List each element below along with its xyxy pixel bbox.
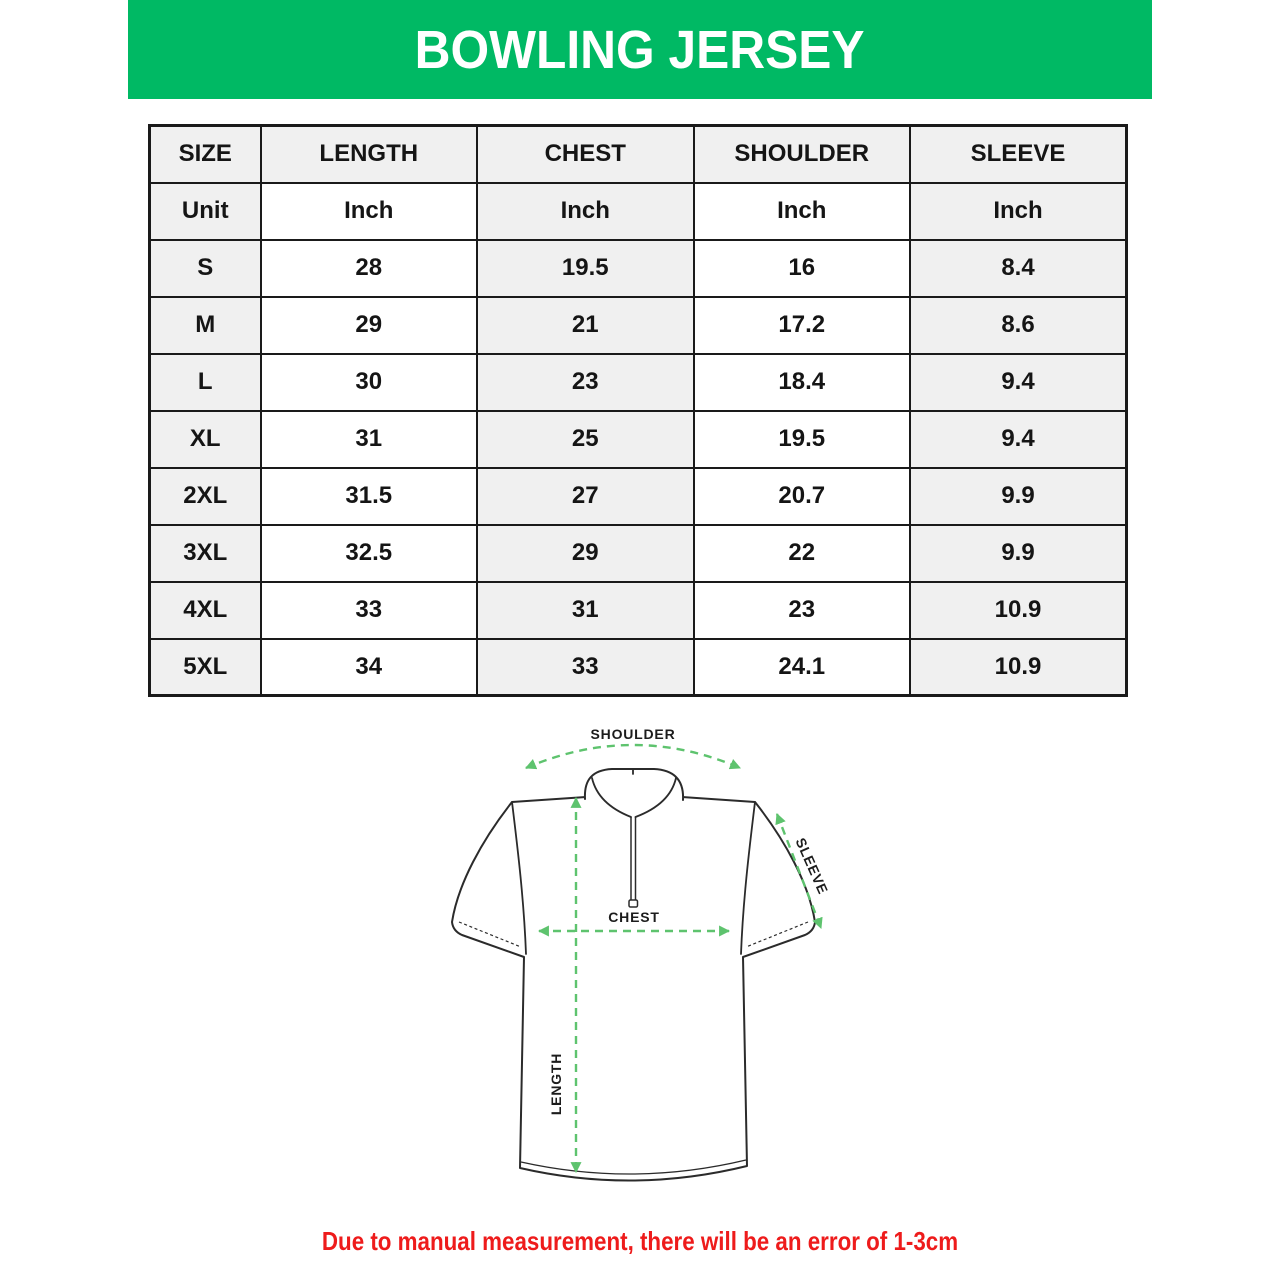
size-row-2xl: 2XL 31.5 27 20.7 9.9	[148, 466, 1128, 526]
collar-inner-left	[591, 777, 632, 818]
measurement-cell: 10.9	[909, 637, 1128, 697]
measurement-cell: 24.1	[692, 637, 911, 697]
jersey-outline	[451, 796, 816, 1182]
size-row-m: M 29 21 17.2 8.6	[148, 295, 1128, 355]
measurement-cell: 33	[476, 637, 695, 697]
unit-row: Unit Inch Inch Inch Inch	[148, 181, 1128, 241]
measurement-cell: 8.6	[909, 295, 1128, 355]
measurement-cell: 19.5	[692, 409, 911, 469]
measurement-cell: 9.4	[909, 409, 1128, 469]
measurement-cell: 19.5	[476, 238, 695, 298]
size-row-5xl: 5XL 34 33 24.1 10.9	[148, 637, 1128, 697]
unit-cell: Inch	[476, 181, 695, 241]
chest-label: CHEST	[608, 909, 659, 925]
shoulder-arrow	[524, 743, 742, 770]
size-row-s: S 28 19.5 16 8.4	[148, 238, 1128, 298]
size-label: XL	[148, 409, 262, 469]
measurement-cell: 27	[476, 466, 695, 526]
measurement-cell: 28	[259, 238, 478, 298]
column-header-length: LENGTH	[259, 124, 478, 184]
measurement-cell: 20.7	[692, 466, 911, 526]
page-title: BOWLING JERSEY	[415, 19, 865, 80]
measurement-cell: 21	[476, 295, 695, 355]
header-row: SIZE LENGTH CHEST SHOULDER SLEEVE	[148, 124, 1128, 184]
measurement-cell: 34	[259, 637, 478, 697]
left-armhole-seam	[511, 801, 527, 955]
size-row-4xl: 4XL 33 31 23 10.9	[148, 580, 1128, 640]
size-label: 5XL	[148, 637, 262, 697]
measurement-cell: 9.9	[909, 466, 1128, 526]
measurement-cell: 16	[692, 238, 911, 298]
measurement-cell: 30	[259, 352, 478, 412]
column-header-size: SIZE	[148, 124, 262, 184]
measurement-cell: 31	[476, 580, 695, 640]
size-label: 2XL	[148, 466, 262, 526]
measurement-cell: 29	[259, 295, 478, 355]
size-row-l: L 30 23 18.4 9.4	[148, 352, 1128, 412]
zipper-line	[630, 817, 637, 900]
hem-stitch	[520, 1159, 747, 1175]
jersey-measurement-diagram: SHOULDER CHEST SLEEVE LENGTH	[420, 716, 860, 1216]
measurement-cell: 23	[692, 580, 911, 640]
measurement-cell: 31	[259, 409, 478, 469]
measurement-cell: 23	[476, 352, 695, 412]
measurement-note: Due to manual measurement, there will be…	[321, 1226, 959, 1256]
sleeve-arrow	[775, 812, 823, 930]
measurement-cell: 18.4	[692, 352, 911, 412]
size-label: L	[148, 352, 262, 412]
measurement-cell: 32.5	[259, 523, 478, 583]
size-label: M	[148, 295, 262, 355]
unit-cell: Inch	[692, 181, 911, 241]
measurement-cell: 25	[476, 409, 695, 469]
measurement-cell: 10.9	[909, 580, 1128, 640]
unit-cell: Inch	[259, 181, 478, 241]
measurement-cell: 9.9	[909, 523, 1128, 583]
size-label: 3XL	[148, 523, 262, 583]
title-banner: BOWLING JERSEY	[128, 0, 1152, 99]
collar-inner-right	[634, 777, 677, 818]
measurement-cell: 29	[476, 523, 695, 583]
jersey-diagram-svg: SHOULDER CHEST SLEEVE LENGTH	[451, 726, 832, 1182]
size-chart-table: SIZE LENGTH CHEST SHOULDER SLEEVE Unit I…	[148, 124, 1128, 697]
length-label: LENGTH	[548, 1053, 564, 1115]
size-row-xl: XL 31 25 19.5 9.4	[148, 409, 1128, 469]
column-header-shoulder: SHOULDER	[692, 124, 911, 184]
zipper-pull	[628, 899, 639, 908]
measurement-cell: 17.2	[692, 295, 911, 355]
right-armhole-seam	[740, 801, 756, 955]
size-label: S	[148, 238, 262, 298]
measurement-cell: 22	[692, 523, 911, 583]
column-header-sleeve: SLEEVE	[909, 124, 1128, 184]
measurement-cell: 8.4	[909, 238, 1128, 298]
size-row-3xl: 3XL 32.5 29 22 9.9	[148, 523, 1128, 583]
column-header-chest: CHEST	[476, 124, 695, 184]
shoulder-label: SHOULDER	[591, 726, 676, 742]
unit-cell: Inch	[909, 181, 1128, 241]
measurement-cell: 9.4	[909, 352, 1128, 412]
size-label: 4XL	[148, 580, 262, 640]
measurement-cell: 31.5	[259, 466, 478, 526]
unit-label: Unit	[148, 181, 262, 241]
measurement-cell: 33	[259, 580, 478, 640]
